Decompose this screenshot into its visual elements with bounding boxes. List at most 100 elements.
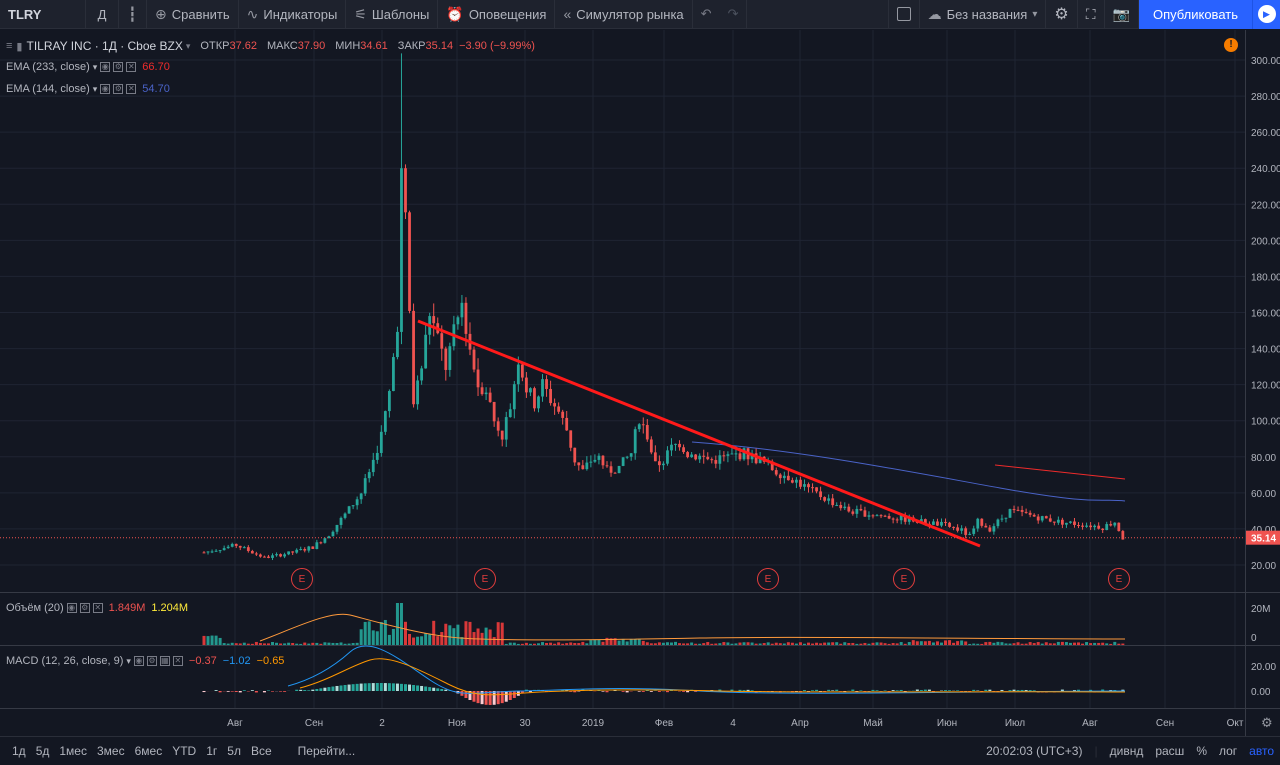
volume-bar	[452, 628, 456, 645]
macd-histogram-bar	[214, 690, 218, 691]
volume-bar	[508, 642, 512, 645]
layout-name-button[interactable]: ☁ Без названия ▾	[920, 0, 1047, 29]
earnings-marker[interactable]: E	[291, 568, 313, 590]
range-button[interactable]: 5л	[227, 744, 241, 758]
undo-button[interactable]: ↶	[700, 6, 712, 21]
candle-body	[508, 409, 512, 418]
gear-icon: ⚙	[1054, 6, 1069, 23]
close-icon[interactable]: ✕	[172, 656, 183, 666]
log-scale-toggle[interactable]: лог	[1218, 744, 1238, 758]
close-icon[interactable]: ✕	[126, 84, 137, 94]
redo-button[interactable]: ↷	[720, 0, 748, 29]
alerts-button[interactable]: ⏰ Оповещения	[438, 0, 556, 29]
macd-histogram-bar	[944, 690, 948, 691]
close-icon[interactable]: ✕	[92, 603, 103, 613]
eye-icon[interactable]: ◉	[100, 62, 111, 72]
clock-label[interactable]: 20:02:03 (UTC+3)	[986, 744, 1083, 758]
macd-histogram-bar	[1109, 690, 1113, 691]
symbol-title[interactable]: TILRAY INC · 1Д · Cboe BZX	[26, 39, 183, 53]
volume-bar	[246, 643, 250, 645]
candle-body	[416, 380, 419, 405]
price-tick: 200.00	[1251, 236, 1280, 247]
settings-button[interactable]: ⚙	[1046, 0, 1078, 29]
macd-histogram-bar	[524, 689, 528, 691]
extended-hours-toggle[interactable]: расш	[1155, 744, 1185, 758]
macd-histogram-bar	[605, 691, 609, 693]
settings-icon[interactable]: ▦	[159, 656, 170, 666]
gear-icon[interactable]: ⚙	[113, 84, 124, 94]
replay-button[interactable]: «Симулятор рынка	[555, 0, 693, 29]
range-button[interactable]: 1д	[12, 744, 26, 758]
chevron-down-icon[interactable]: ▾	[126, 655, 131, 666]
range-button[interactable]: YTD	[172, 744, 197, 758]
templates-button[interactable]: ⚟ Шаблоны	[346, 0, 439, 29]
macd-histogram-bar	[379, 683, 383, 691]
indicators-button[interactable]: ∿ Индикаторы	[239, 0, 347, 29]
eye-icon[interactable]: ◉	[133, 656, 144, 666]
range-button[interactable]: Все	[250, 744, 272, 758]
publish-button[interactable]: Опубликовать	[1138, 0, 1252, 29]
candle-body	[621, 457, 625, 466]
dividends-toggle[interactable]: дивнд	[1109, 744, 1144, 758]
macd-label[interactable]: MACD (12, 26, close, 9)	[6, 655, 124, 667]
range-button[interactable]: 5д	[35, 744, 50, 758]
chart-style-button[interactable]: ┇	[119, 0, 147, 29]
fullscreen-layout-button[interactable]	[887, 0, 920, 29]
range-button[interactable]: 6мес	[134, 744, 163, 758]
earnings-marker[interactable]: E	[1108, 568, 1130, 590]
gear-icon[interactable]: ⚙	[113, 62, 124, 72]
range-button[interactable]: 3мес	[96, 744, 125, 758]
range-button[interactable]: 1г	[206, 744, 218, 758]
gear-icon[interactable]: ⚙	[146, 656, 157, 666]
symbol-search[interactable]: TLRY	[0, 0, 86, 29]
macd-histogram-bar	[1000, 689, 1004, 691]
candle-body	[283, 554, 286, 557]
price-tick: 220.00	[1251, 200, 1280, 211]
time-tick: Ноя	[448, 718, 466, 729]
macd-histogram-bar	[883, 690, 887, 691]
candle-body	[444, 348, 448, 370]
close-icon[interactable]: ✕	[126, 62, 137, 72]
chevron-down-icon[interactable]: ▾	[185, 40, 191, 51]
chevron-down-icon[interactable]: ▾	[92, 83, 98, 94]
eye-icon[interactable]: ◉	[66, 603, 77, 613]
snapshot-button[interactable]: 📷	[1105, 0, 1139, 29]
macd-histogram-bar	[871, 689, 875, 691]
compare-button[interactable]: ⊕ Сравнить	[147, 0, 239, 29]
volume-bar	[468, 621, 472, 645]
range-button[interactable]: 1мес	[59, 744, 87, 758]
gear-icon[interactable]: ⚙	[79, 603, 90, 613]
chart-area[interactable]: 300.00 280.00 260.00 240.00 220.00 200.00 180.…	[0, 30, 1280, 736]
volume-bar	[238, 643, 242, 645]
volume-bar	[734, 643, 738, 645]
earnings-marker[interactable]: E	[757, 568, 779, 590]
candle-body	[254, 553, 258, 555]
ema144-label[interactable]: EMA (144, close)	[6, 83, 90, 95]
eye-icon[interactable]: ◉	[100, 84, 111, 94]
chart-canvas[interactable]: 300.00280.00260.00240.00220.00200.00180.…	[0, 30, 1280, 736]
ema233-label[interactable]: EMA (233, close)	[6, 61, 90, 73]
goto-date-button[interactable]: Перейти...	[297, 744, 356, 758]
volume-bar	[694, 643, 698, 645]
volume-tick: 0	[1251, 633, 1257, 644]
chevron-down-icon[interactable]: ▾	[92, 61, 98, 72]
fullscreen-button[interactable]: ⛶	[1078, 0, 1105, 29]
earnings-marker[interactable]: E	[474, 568, 496, 590]
warning-icon[interactable]: !	[1224, 38, 1238, 52]
candle-body	[980, 518, 984, 526]
macd-histogram-bar	[1113, 690, 1117, 691]
low-value: 34.61	[360, 40, 388, 52]
rewind-icon: «	[563, 6, 572, 22]
interval-button[interactable]: Д	[86, 0, 119, 29]
candle-body	[855, 508, 859, 514]
auto-scale-toggle[interactable]: авто	[1249, 744, 1274, 758]
candle-body	[742, 448, 746, 460]
volume-label[interactable]: Объём (20)	[6, 602, 64, 614]
volume-bar	[665, 642, 669, 645]
publish-options-button[interactable]: ▶	[1252, 0, 1280, 29]
collapse-icon[interactable]: ≡	[6, 40, 13, 52]
volume-bar	[819, 643, 823, 645]
earnings-marker[interactable]: E	[893, 568, 915, 590]
percent-scale-toggle[interactable]: %	[1196, 744, 1207, 758]
macd-histogram-bar	[315, 688, 319, 691]
